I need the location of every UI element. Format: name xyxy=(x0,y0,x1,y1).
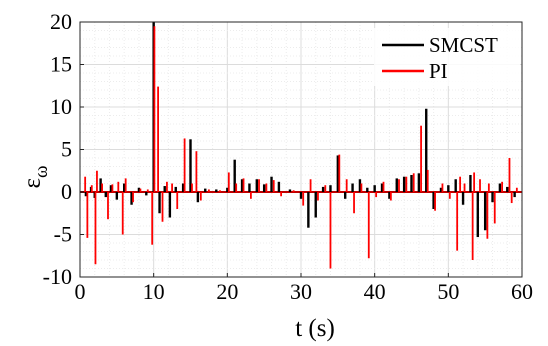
y-tick-label: 10 xyxy=(50,94,72,119)
y-tick-label: 15 xyxy=(50,52,72,77)
legend-label-pi: PI xyxy=(429,59,448,83)
y-tick-label: -5 xyxy=(54,222,72,247)
y-axis-title: εω xyxy=(19,165,52,188)
legend-label-smcst: SMCST xyxy=(429,33,498,57)
x-tick-label: 20 xyxy=(216,279,238,304)
series-layer xyxy=(84,22,518,269)
x-tick-label: 50 xyxy=(437,279,459,304)
y-axis-ticks: -10 -5 0 5 10 15 20 xyxy=(43,9,84,289)
y-axis-subscript: ω xyxy=(31,165,52,178)
y-tick-label: -10 xyxy=(43,264,72,289)
x-axis-ticks: 0 10 20 30 40 50 60 xyxy=(75,273,533,304)
x-tick-label: 40 xyxy=(364,279,386,304)
svg-text:εω: εω xyxy=(19,165,52,188)
x-tick-label: 60 xyxy=(511,279,533,304)
x-tick-label: 0 xyxy=(75,279,86,304)
legend: SMCST PI xyxy=(374,28,520,86)
y-tick-label: 5 xyxy=(61,137,72,162)
series-pi xyxy=(84,26,518,269)
y-axis-symbol: ε xyxy=(19,178,46,189)
legend-box xyxy=(374,28,520,86)
y-tick-label: 20 xyxy=(50,9,72,34)
x-tick-label: 30 xyxy=(290,279,312,304)
x-tick-label: 10 xyxy=(143,279,165,304)
y-tick-label: 0 xyxy=(61,179,72,204)
x-axis-title: t (s) xyxy=(295,315,335,342)
